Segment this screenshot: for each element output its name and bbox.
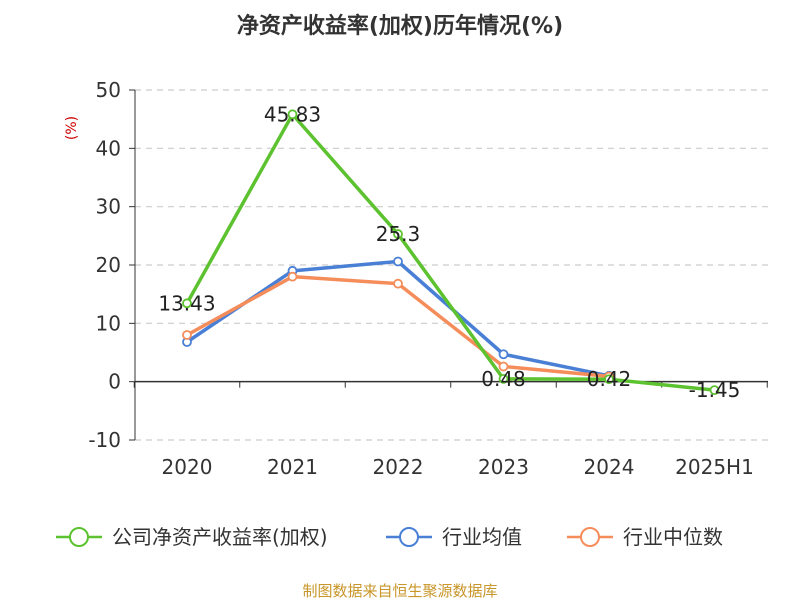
- data-label: 0.42: [587, 367, 632, 391]
- y-tick-label: 50: [96, 78, 121, 102]
- series-line: [185, 112, 717, 392]
- y-tick-label: -10: [88, 428, 121, 452]
- data-point: [393, 278, 403, 289]
- data-point: [498, 361, 509, 372]
- y-tick-label: 30: [96, 195, 121, 219]
- source-note: 制图数据来自恒生聚源数据库: [302, 582, 497, 600]
- x-tick-label: 2023: [478, 455, 529, 479]
- data-point: [498, 349, 509, 360]
- data-label: 0.48: [481, 367, 526, 391]
- legend[interactable]: 公司净资产收益率(加权) 行业均值 行业中位数: [56, 525, 723, 549]
- data-label: 13.43: [158, 291, 215, 315]
- legend-item[interactable]: 行业均值: [386, 525, 522, 549]
- data-point: [498, 373, 509, 384]
- series-line: [185, 259, 611, 378]
- legend-label: 公司净资产收益率(加权): [112, 525, 328, 549]
- x-tick-label: 2022: [373, 455, 424, 479]
- x-tick-label: 2025H1: [675, 455, 754, 479]
- data-point: [709, 385, 720, 396]
- y-tick-label: 10: [96, 311, 121, 335]
- legend-marker: [399, 527, 419, 547]
- y-tick-label: 20: [96, 253, 121, 277]
- data-point: [393, 256, 403, 267]
- y-axis-unit-label: (%): [64, 116, 80, 140]
- axes: -10 0 10 20 30 40 50 2020 2021 2022 2023 2024 2025H1: [88, 78, 768, 479]
- legend-marker: [69, 527, 89, 547]
- data-point: [182, 330, 192, 340]
- x-tick-label: 2020: [162, 455, 213, 479]
- data-label: 25.3: [376, 222, 421, 246]
- data-point: [604, 374, 614, 385]
- data-point: [182, 298, 192, 309]
- y-tick-label: 0: [108, 370, 121, 394]
- data-point: [393, 229, 403, 239]
- legend-item[interactable]: 公司净资产收益率(加权): [56, 525, 328, 549]
- data-label: -1.45: [689, 378, 741, 402]
- data-label: 45.83: [264, 102, 321, 126]
- chart-title: 净资产收益率(加权)历年情况(%): [237, 13, 563, 39]
- legend-item[interactable]: 行业中位数: [567, 525, 723, 549]
- x-tick-label: 2021: [267, 455, 318, 479]
- y-tick-label: 40: [96, 136, 121, 160]
- legend-label: 行业中位数: [623, 525, 723, 549]
- legend-marker: [580, 527, 600, 547]
- data-labels: 13.43 45.83 25.3 0.48 0.42 -1.45: [158, 102, 740, 402]
- data-point: [287, 109, 298, 120]
- x-tick-label: 2024: [584, 455, 635, 479]
- series-group: [182, 109, 720, 396]
- data-point: [287, 271, 298, 282]
- legend-label: 行业均值: [442, 525, 522, 549]
